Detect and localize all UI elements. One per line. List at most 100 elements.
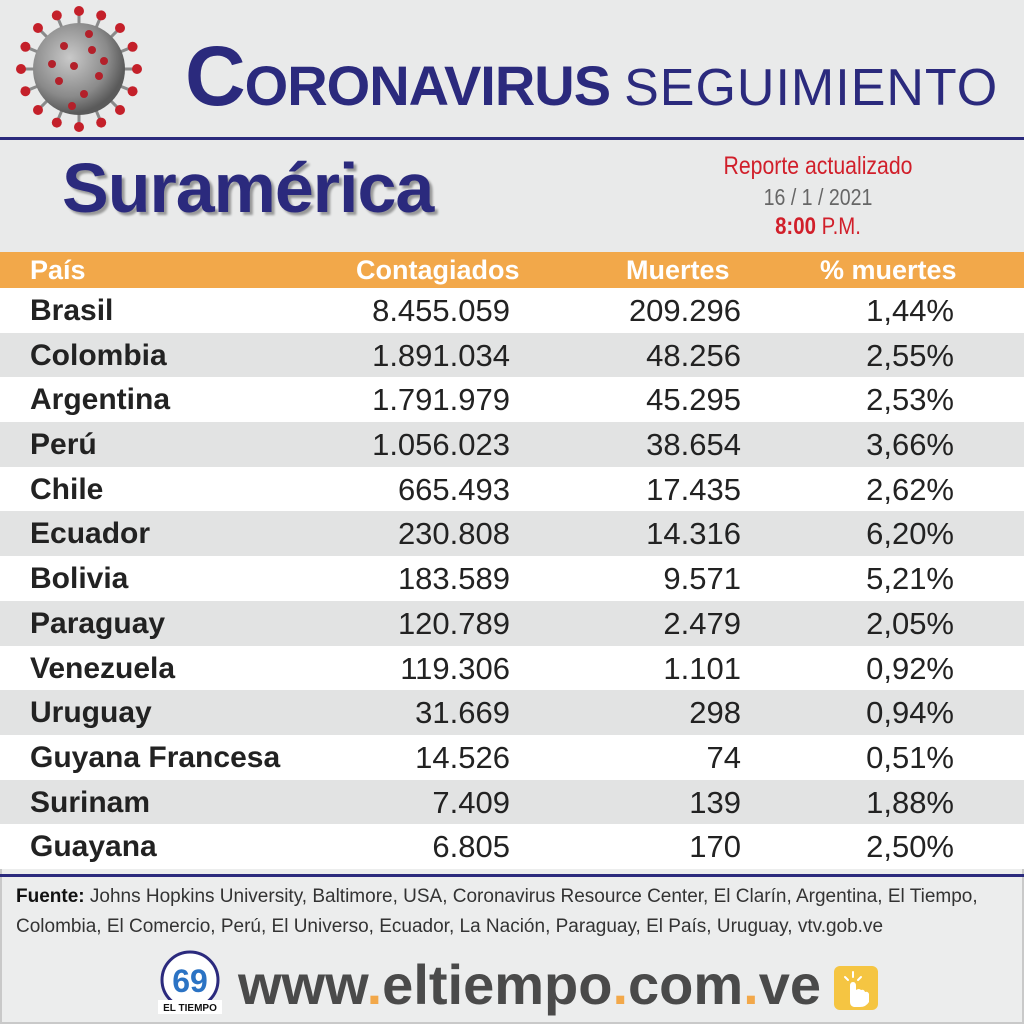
cell-contagiados: 1.056.023 bbox=[372, 427, 510, 463]
pointing-hand-icon bbox=[834, 966, 878, 1010]
title-bold: CORONAVIRUS bbox=[185, 29, 611, 123]
logo-number: 69 bbox=[172, 963, 208, 999]
title-light: SEGUIMIENTO bbox=[624, 59, 999, 117]
cell-pct-muertes: 1,44% bbox=[866, 293, 954, 328]
cell-pais: Chile bbox=[30, 472, 104, 506]
header-pais: País bbox=[30, 255, 86, 285]
table-row: Perú 1.056.023 38.654 3,66% bbox=[0, 422, 1024, 467]
cell-pais: Perú bbox=[30, 428, 97, 462]
cell-contagiados: 665.493 bbox=[397, 471, 510, 507]
report-info: Reporte actualizado 16 / 1 / 2021 8:00 P… bbox=[690, 150, 946, 242]
table-row: Guyana Francesa 14.526 74 0,51% bbox=[0, 734, 1024, 780]
header-muertes: Muertes bbox=[626, 255, 730, 285]
divider-top bbox=[0, 137, 1024, 140]
cell-pais: Brasil bbox=[30, 294, 114, 327]
divider-bottom bbox=[0, 874, 1024, 877]
el-tiempo-logo[interactable]: 69 EL TIEMPO bbox=[152, 950, 228, 1016]
cell-contagiados: 31.669 bbox=[415, 695, 510, 731]
url-part: ve bbox=[758, 953, 822, 1016]
report-date: 16 / 1 / 2021 bbox=[763, 184, 873, 210]
cell-pct-muertes: 0,94% bbox=[866, 695, 954, 731]
cell-muertes: 298 bbox=[689, 695, 741, 731]
cell-muertes: 48.256 bbox=[646, 337, 741, 373]
url-dot: . bbox=[612, 953, 628, 1016]
url-dot: . bbox=[366, 953, 383, 1016]
cell-contagiados: 120.789 bbox=[397, 605, 510, 641]
cell-contagiados: 230.808 bbox=[397, 516, 510, 552]
url-part: eltiempo bbox=[382, 953, 613, 1016]
report-label: Reporte actualizado bbox=[723, 152, 913, 180]
cell-pct-muertes: 5,21% bbox=[866, 561, 954, 597]
cell-contagiados: 183.589 bbox=[397, 561, 510, 597]
table-row: Surinam 7.409 139 1,88% bbox=[0, 779, 1024, 825]
cell-muertes: 2.479 bbox=[663, 605, 741, 641]
cell-pais: Guyana Francesa bbox=[30, 740, 281, 774]
cell-pct-muertes: 2,62% bbox=[866, 471, 954, 507]
cell-muertes: 74 bbox=[706, 739, 741, 775]
table-row: Argentina 1.791.979 45.295 2,53% bbox=[0, 377, 1024, 423]
cell-contagiados: 119.306 bbox=[400, 650, 510, 686]
cell-contagiados: 1.791.979 bbox=[372, 382, 510, 418]
cell-pct-muertes: 2,50% bbox=[866, 829, 954, 865]
report-time-value: 8:00 bbox=[775, 213, 816, 240]
table-row: Venezuela 119.306 1.101 0,92% bbox=[0, 645, 1024, 691]
table-row: Uruguay 31.669 298 0,94% bbox=[0, 690, 1024, 735]
cell-pct-muertes: 6,20% bbox=[866, 516, 954, 552]
page-title: CORONAVIRUS SEGUIMIENTO bbox=[185, 28, 998, 123]
cell-muertes: 170 bbox=[689, 829, 741, 865]
cell-pais: Surinam bbox=[30, 785, 151, 819]
cell-muertes: 1.101 bbox=[663, 650, 741, 686]
table-header: País Contagiados Muertes % muertes bbox=[0, 252, 1024, 288]
cell-muertes: 209.296 bbox=[628, 293, 741, 328]
cell-pais: Paraguay bbox=[30, 606, 166, 640]
cell-muertes: 139 bbox=[689, 784, 741, 820]
source-note: Fuente: Johns Hopkins University, Baltim… bbox=[16, 882, 1016, 942]
cell-pct-muertes: 0,92% bbox=[866, 650, 954, 686]
cell-pais: Guayana bbox=[30, 830, 157, 864]
cell-muertes: 9.571 bbox=[663, 561, 741, 597]
cell-pais: Uruguay bbox=[30, 696, 152, 730]
url-part: www bbox=[238, 953, 367, 1016]
cell-pct-muertes: 0,51% bbox=[866, 739, 954, 775]
cell-pais: Colombia bbox=[30, 338, 167, 372]
table-body: Brasil 8.455.059 209.296 1,44% Colombia 1.891… bbox=[0, 288, 1024, 872]
region-title: Suramérica bbox=[62, 149, 434, 227]
logo-text: EL TIEMPO bbox=[163, 1003, 217, 1014]
cell-pais: Argentina bbox=[30, 383, 171, 417]
source-text: Johns Hopkins University, Baltimore, USA… bbox=[16, 886, 978, 937]
cell-pct-muertes: 2,55% bbox=[866, 337, 954, 373]
subheader bbox=[0, 140, 1024, 252]
url-part: com bbox=[628, 953, 744, 1016]
header: CORONAVIRUS SEGUIMIENTO bbox=[0, 0, 1024, 138]
header-contagiados: Contagiados bbox=[356, 255, 520, 285]
cell-muertes: 17.435 bbox=[646, 471, 741, 507]
cell-muertes: 38.654 bbox=[646, 427, 741, 463]
coronavirus-icon bbox=[16, 6, 142, 132]
cell-muertes: 14.316 bbox=[646, 516, 741, 552]
cell-pct-muertes: 3,66% bbox=[866, 427, 954, 463]
report-time: 8:00 P.M. bbox=[709, 212, 927, 242]
cell-pct-muertes: 2,05% bbox=[866, 605, 954, 641]
cell-pct-muertes: 2,53% bbox=[866, 382, 954, 418]
table-row: Paraguay 120.789 2.479 2,05% bbox=[0, 600, 1024, 646]
url-dot: . bbox=[743, 953, 759, 1016]
table-row: Bolivia 183.589 9.571 5,21% bbox=[0, 556, 1024, 601]
cell-pais: Bolivia bbox=[30, 562, 129, 596]
table-row: Brasil 8.455.059 209.296 1,44% bbox=[0, 288, 1024, 333]
cell-contagiados: 14.526 bbox=[415, 739, 510, 775]
cell-muertes: 45.295 bbox=[646, 382, 741, 418]
table-row: Ecuador 230.808 14.316 6,20% bbox=[0, 511, 1024, 557]
table-row: Colombia 1.891.034 48.256 2,55% bbox=[0, 332, 1024, 378]
cell-contagiados: 7.409 bbox=[432, 784, 510, 820]
source-label: Fuente: bbox=[16, 886, 85, 907]
cell-contagiados: 8.455.059 bbox=[372, 293, 510, 328]
cell-contagiados: 1.891.034 bbox=[372, 337, 510, 373]
cell-pct-muertes: 1,88% bbox=[866, 784, 954, 820]
report-time-period: P.M. bbox=[821, 213, 861, 240]
table-row: Chile 665.493 17.435 2,62% bbox=[0, 466, 1024, 512]
cell-pais: Ecuador bbox=[30, 517, 151, 551]
table-row: Guayana 6.805 170 2,50% bbox=[0, 824, 1024, 869]
cell-pais: Venezuela bbox=[30, 651, 176, 685]
website-url[interactable]: www.eltiempo.com.ve bbox=[238, 952, 821, 1018]
cell-contagiados: 6.805 bbox=[432, 829, 510, 865]
